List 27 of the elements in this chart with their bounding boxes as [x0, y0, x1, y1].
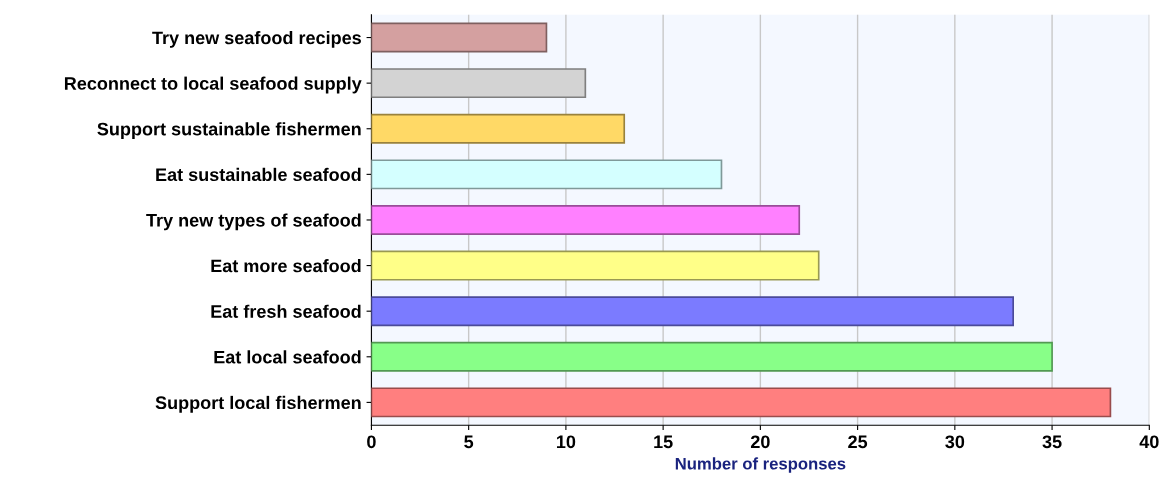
bar — [371, 296, 1015, 327]
x-tick-label: 30 — [945, 435, 965, 449]
bar — [371, 250, 820, 281]
x-tick-label: 35 — [1042, 435, 1062, 449]
y-tick-label: Support local fishermen — [155, 395, 361, 413]
x-tick-label: 0 — [367, 435, 376, 449]
x-tick-label: 15 — [654, 435, 673, 449]
y-tick-label: Reconnect to local seafood supply — [64, 76, 362, 94]
bar — [371, 341, 1053, 372]
y-tick-label: Try new types of seafood — [146, 213, 361, 231]
x-tick-label: 40 — [1139, 435, 1159, 449]
y-tick-label: Eat sustainable seafood — [156, 167, 361, 182]
bar — [371, 159, 723, 190]
y-tick-label: Eat more seafood — [211, 259, 361, 273]
y-tick-label: Try new seafood recipes — [152, 30, 361, 48]
bar — [371, 22, 548, 53]
x-tick-label: 5 — [464, 435, 474, 449]
bar — [371, 387, 1112, 418]
bar — [371, 204, 801, 235]
x-axis-title: Number of responses — [675, 457, 846, 473]
x-tick-label: 25 — [848, 435, 868, 449]
x-tick-label: 20 — [750, 435, 770, 449]
bar — [371, 113, 626, 144]
y-tick-label: Eat local seafood — [214, 350, 361, 364]
y-tick-label: Eat fresh seafood — [211, 304, 361, 318]
y-tick-label: Support sustainable fishermen — [97, 122, 361, 140]
x-tick-label: 10 — [556, 435, 576, 449]
